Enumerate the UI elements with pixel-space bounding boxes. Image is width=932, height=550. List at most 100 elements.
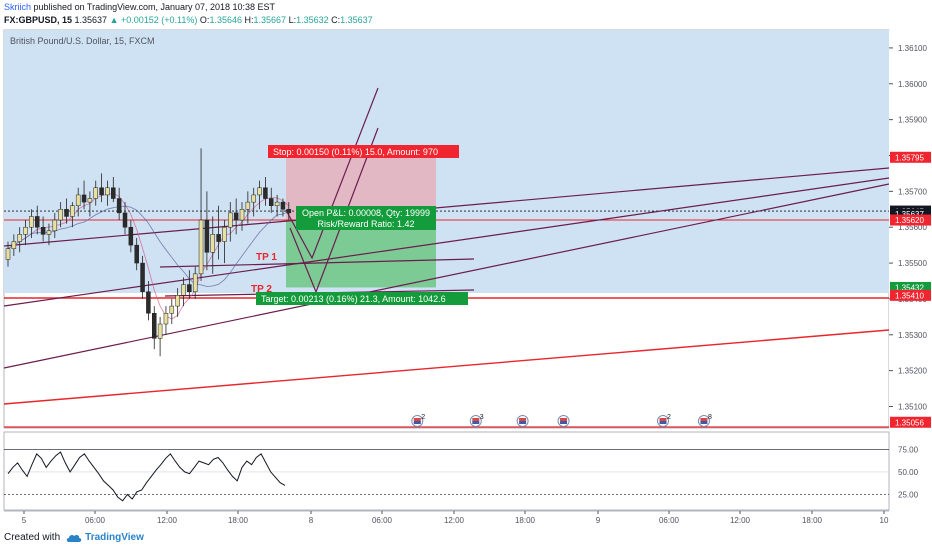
time-axis[interactable]: 5 06:00 12:00 18:00 8 06:00 12:00 18:00 9 06:00 12… (22, 511, 889, 525)
candle[interactable] (204, 219, 210, 253)
candle[interactable] (105, 187, 110, 196)
event-count: 2 (667, 414, 671, 421)
candle[interactable] (11, 241, 17, 249)
candle[interactable] (210, 234, 215, 253)
candle[interactable] (46, 230, 52, 235)
candle[interactable] (29, 216, 34, 228)
candle[interactable] (263, 187, 268, 199)
event-marker[interactable] (557, 415, 570, 427)
candle[interactable] (233, 212, 239, 221)
tp1-line[interactable] (159, 258, 475, 268)
candle[interactable] (222, 226, 227, 242)
candle[interactable] (75, 194, 81, 206)
candle[interactable] (187, 284, 192, 292)
tradingview-logo[interactable]: TradingView (66, 532, 144, 543)
flag-stripe (519, 418, 527, 421)
price-scale[interactable] (889, 30, 932, 530)
candle[interactable] (5, 248, 11, 260)
candle[interactable] (239, 209, 245, 221)
candle[interactable] (122, 212, 128, 228)
time-tick-label: 06:00 (85, 516, 106, 525)
candle-series[interactable] (5, 148, 292, 357)
candle[interactable] (140, 262, 145, 292)
candle[interactable] (163, 313, 169, 325)
event-marker[interactable]: 2 (657, 414, 672, 427)
oscillator-line (7, 451, 286, 502)
candle[interactable] (64, 209, 69, 217)
candle[interactable] (70, 205, 75, 217)
flag-stripe (413, 418, 421, 421)
oscillator-tick-label: 50.00 (898, 468, 919, 477)
target-zone[interactable] (286, 220, 436, 288)
candle[interactable] (99, 187, 104, 196)
candle[interactable] (269, 198, 274, 206)
price-badge-label: 1.35056 (895, 418, 924, 427)
candle[interactable] (198, 219, 204, 275)
candle[interactable] (216, 234, 221, 242)
candle[interactable] (169, 305, 175, 314)
price-badge-label: 1.35620 (895, 216, 924, 225)
projection-1[interactable] (285, 87, 379, 260)
oscillator-tick-label: 25.00 (898, 490, 919, 499)
candle[interactable] (286, 209, 292, 214)
candle[interactable] (93, 187, 98, 199)
candle[interactable] (257, 187, 262, 196)
candle[interactable] (40, 226, 46, 235)
tp1-annotation[interactable]: TP 1 (256, 252, 277, 263)
trendline-group[interactable] (3, 87, 890, 369)
candle[interactable] (81, 194, 87, 203)
time-tick-label: 10 (880, 516, 889, 525)
time-tick-label: 12:00 (730, 516, 751, 525)
candle[interactable] (175, 295, 180, 307)
candle[interactable] (87, 198, 93, 203)
economic-events[interactable]: 2 3 2 8 (411, 414, 712, 427)
candle[interactable] (128, 226, 134, 246)
candle[interactable] (228, 212, 233, 228)
candle[interactable] (274, 201, 280, 206)
red-trendline[interactable] (3, 329, 890, 405)
oscillator-pane[interactable] (3, 431, 890, 511)
time-tick-label: 12:00 (444, 516, 465, 525)
price-badge-label: 1.35432 (895, 283, 924, 292)
time-tick-label: 12:00 (157, 516, 178, 525)
flag-stripe (560, 421, 568, 424)
flag-stripe (659, 418, 667, 421)
candle[interactable] (181, 284, 186, 296)
trendline-1[interactable] (3, 167, 890, 247)
candle[interactable] (245, 201, 251, 210)
oscillator-tick-label: 75.00 (898, 445, 919, 454)
candle[interactable] (17, 234, 22, 242)
price-tick-label: 1.35700 (898, 187, 927, 196)
low-label: L: (288, 15, 297, 25)
time-tick-label: 5 (22, 516, 27, 525)
candle[interactable] (111, 187, 116, 199)
event-marker[interactable] (516, 415, 529, 427)
candle[interactable] (192, 273, 198, 292)
trendline-3[interactable] (3, 183, 890, 369)
event-count: 8 (708, 414, 712, 421)
published-text: published on TradingView.com, January 07… (33, 2, 276, 12)
event-marker[interactable]: 2 (411, 414, 426, 427)
trendline-2[interactable] (3, 177, 890, 307)
candle[interactable] (157, 323, 163, 339)
candle[interactable] (116, 198, 122, 214)
candle[interactable] (58, 209, 63, 221)
target-label: Target: 0.00213 (0.16%) 21.3, Amount: 10… (261, 294, 446, 304)
flag-stripe (700, 418, 708, 421)
price-tick-label: 1.35600 (898, 223, 927, 232)
event-marker[interactable]: 8 (697, 414, 712, 427)
tp2-annotation[interactable]: TP 2 (251, 284, 272, 295)
candle[interactable] (280, 201, 286, 210)
candle[interactable] (52, 219, 58, 232)
event-marker[interactable]: 3 (469, 414, 484, 427)
candle[interactable] (35, 216, 40, 228)
candle[interactable] (152, 313, 157, 339)
candle[interactable] (146, 291, 151, 314)
candle[interactable] (134, 244, 139, 264)
author-name[interactable]: Skriich (4, 2, 32, 12)
candle[interactable] (251, 194, 256, 203)
brand-name: TradingView (85, 532, 144, 543)
candle[interactable] (23, 226, 28, 235)
time-tick-label: 06:00 (659, 516, 680, 525)
